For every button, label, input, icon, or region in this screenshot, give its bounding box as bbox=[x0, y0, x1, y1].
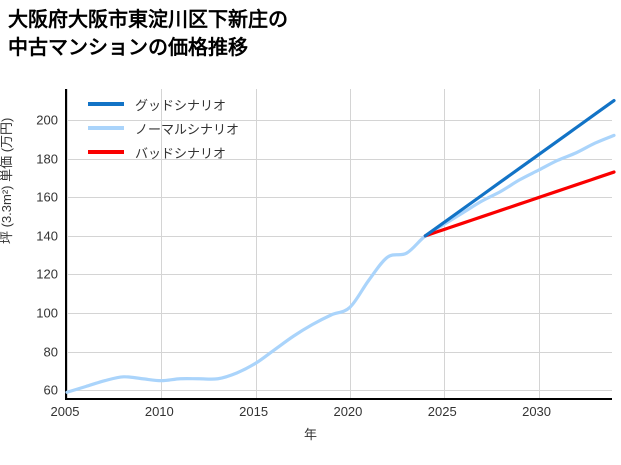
y-tick-label: 80 bbox=[43, 344, 58, 360]
legend-color-swatch bbox=[88, 150, 124, 154]
gridline-vertical bbox=[255, 89, 257, 398]
y-tick-label: 100 bbox=[36, 305, 58, 321]
y-tick-label: 160 bbox=[36, 189, 58, 205]
plot-area bbox=[65, 89, 616, 400]
gridline-horizontal bbox=[67, 235, 612, 237]
page-title: 大阪府大阪市東淀川区下新庄の 中古マンションの価格推移 bbox=[8, 9, 288, 59]
gridline-vertical bbox=[349, 89, 351, 398]
y-tick-label: 140 bbox=[36, 228, 58, 244]
x-tick-label: 2015 bbox=[239, 404, 269, 419]
y-tick-label: 200 bbox=[36, 112, 58, 128]
legend-label: グッドシナリオ bbox=[135, 97, 227, 113]
legend-label: ノーマルシナリオ bbox=[135, 121, 240, 137]
series-line bbox=[423, 98, 616, 238]
x-tick-label: 2025 bbox=[427, 404, 457, 419]
y-tick-label: 60 bbox=[43, 382, 58, 398]
y-axis-label: 坪 (3.3m²) 単価 (万円) bbox=[0, 117, 14, 244]
legend-color-swatch bbox=[88, 126, 124, 130]
x-axis-label: 年 bbox=[303, 427, 317, 442]
legend-item[interactable]: グッドシナリオ bbox=[88, 92, 288, 116]
legend-item[interactable]: バッドシナリオ bbox=[88, 140, 288, 164]
legend-color-swatch bbox=[88, 102, 124, 106]
x-tick-label: 2010 bbox=[144, 404, 174, 419]
gridline-horizontal bbox=[67, 119, 612, 121]
gridline-horizontal bbox=[67, 390, 612, 392]
y-tick-label: 120 bbox=[36, 266, 58, 282]
legend-label: バッドシナリオ bbox=[135, 145, 227, 161]
x-tick-label: 2020 bbox=[333, 404, 363, 419]
series-line bbox=[423, 170, 616, 238]
x-tick-label: 2030 bbox=[522, 404, 552, 419]
gridline-vertical bbox=[161, 89, 163, 398]
gridline-horizontal bbox=[67, 197, 612, 199]
gridline-vertical bbox=[538, 89, 540, 398]
y-tick-label: 180 bbox=[36, 151, 58, 167]
gridline-horizontal bbox=[67, 158, 612, 160]
gridline-vertical bbox=[444, 89, 446, 398]
data-lines bbox=[65, 98, 616, 394]
legend-item[interactable]: ノーマルシナリオ bbox=[88, 116, 288, 140]
x-tick-label: 2005 bbox=[50, 404, 80, 419]
gridline-vertical bbox=[67, 89, 68, 398]
gridline-horizontal bbox=[67, 351, 612, 353]
legend: グッドシナリオ ノーマルシナリオ バッドシナリオ bbox=[88, 92, 288, 164]
gridline-horizontal bbox=[67, 274, 612, 276]
series-line bbox=[65, 133, 616, 394]
